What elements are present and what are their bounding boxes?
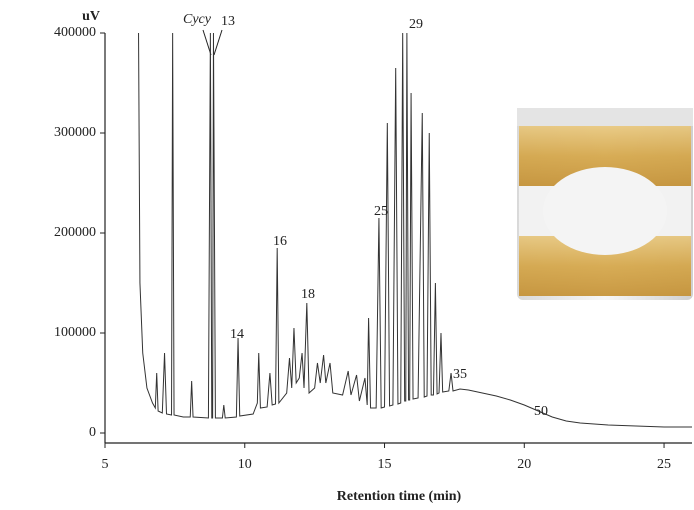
y-tick-label: 100000: [54, 325, 96, 340]
annotation-leader: [202, 29, 212, 56]
y-tick-label: 300000: [54, 125, 96, 140]
annotation-leader: [213, 29, 223, 56]
peak-label: 13: [221, 14, 235, 29]
peak-label: 35: [453, 367, 467, 382]
peak-label: 29: [409, 17, 423, 32]
chromatogram-line: [138, 32, 692, 428]
peak-label: 50: [534, 404, 548, 419]
y-tick-label: 200000: [54, 225, 96, 240]
y-axis-label: uV: [82, 9, 100, 24]
x-axis-label: Retention time (min): [337, 489, 462, 504]
y-tick-label: 400000: [54, 25, 96, 40]
x-tick-label: 15: [378, 457, 392, 472]
x-tick-label: 10: [238, 457, 252, 472]
y-tick-label: 0: [89, 425, 96, 440]
peak-label: 25: [374, 204, 388, 219]
x-tick-label: 25: [657, 457, 671, 472]
pasta-bag-image: [517, 108, 693, 300]
peak-label: Cycy: [183, 12, 212, 27]
x-tick-label: 5: [102, 457, 109, 472]
peak-label: 18: [301, 287, 315, 302]
peak-label: 14: [230, 327, 244, 342]
x-tick-label: 20: [517, 457, 531, 472]
peak-label: 16: [273, 234, 287, 249]
